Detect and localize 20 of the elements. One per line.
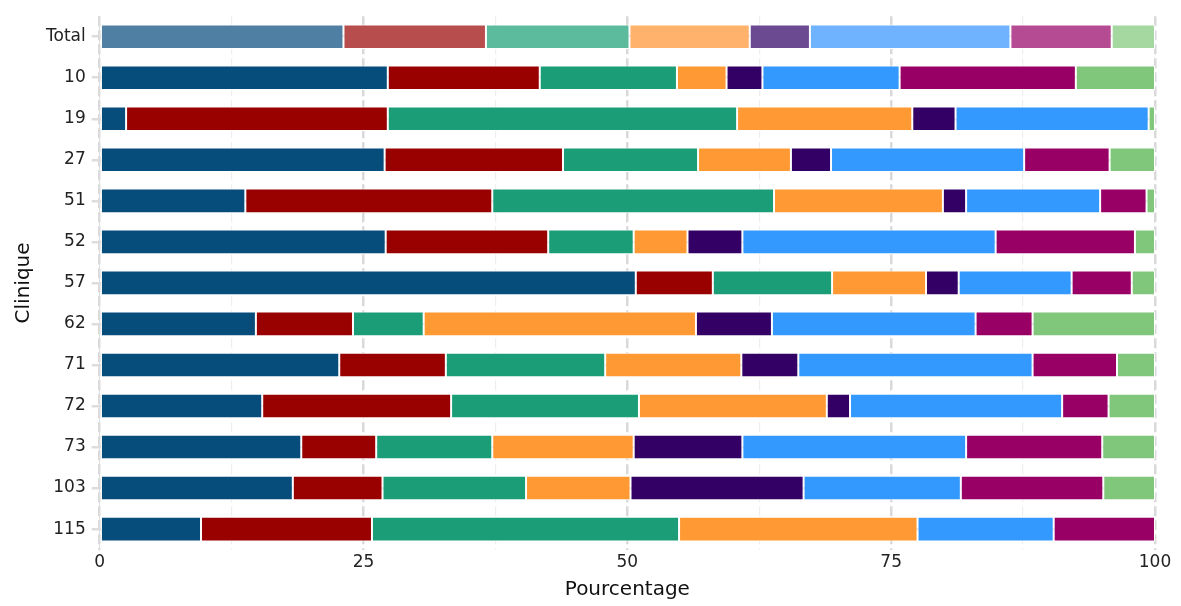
y-axis-title: Clinique xyxy=(10,242,35,324)
y-tick-label: 51 xyxy=(64,189,86,210)
y-tick-label: 10 xyxy=(64,66,86,87)
y-tick-label: Total xyxy=(45,25,86,46)
y-tick-label: 115 xyxy=(53,517,86,538)
y-tick-label: 73 xyxy=(64,435,86,456)
y-tick-label: 52 xyxy=(64,230,86,251)
y-tick-label: 19 xyxy=(64,107,86,128)
y-tick-label: 72 xyxy=(64,394,86,415)
y-tick-label: 71 xyxy=(64,353,86,374)
x-tick-label: 25 xyxy=(352,551,375,572)
x-tick-label: 0 xyxy=(94,551,106,572)
x-tick-label: 50 xyxy=(616,551,639,572)
y-tick-label: 57 xyxy=(64,271,86,292)
y-tick-label: 103 xyxy=(53,476,86,497)
x-tick-label: 100 xyxy=(1138,551,1172,572)
x-axis-title: Pourcentage xyxy=(564,576,690,601)
x-tick-label: 75 xyxy=(880,551,902,572)
y-tick-label: 27 xyxy=(64,148,86,169)
y-tick-label: 62 xyxy=(64,312,86,333)
